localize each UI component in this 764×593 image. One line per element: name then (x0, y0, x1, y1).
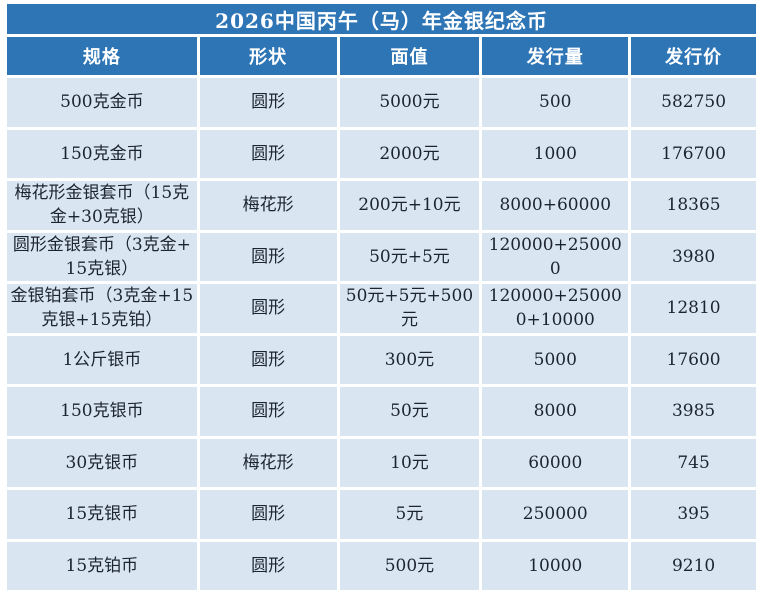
table-cell-r4-c4: 120000+250000 (482, 232, 629, 281)
table-cell-r8-c2: 梅花形 (199, 438, 337, 487)
table-cell-r8-c3: 10元 (339, 438, 480, 487)
column-header-issue-price: 发行价 (631, 37, 756, 75)
table-cell-r5-c3: 50元+5元+500元 (339, 284, 480, 333)
table-cell-r10-c1: 15克铂币 (7, 541, 197, 590)
table-cell-r3-c5: 18365 (631, 181, 756, 230)
table-cell-r3-c3: 200元+10元 (339, 181, 480, 230)
table-cell-r9-c5: 395 (631, 490, 756, 539)
table-grid: 2026中国丙午（马）年金银纪念币 规格 形状 面值 发行量 发行价 500克金… (7, 4, 756, 590)
table-cell-r5-c1: 金银铂套币（3克金+15克银+15克铂） (7, 284, 197, 333)
table-cell-r5-c2: 圆形 (199, 284, 337, 333)
table-cell-r3-c4: 8000+60000 (482, 181, 629, 230)
table-cell-r3-c1: 梅花形金银套币（15克金+30克银） (7, 181, 197, 230)
table-cell-r8-c1: 30克银币 (7, 438, 197, 487)
table-cell-r4-c1: 圆形金银套币（3克金+15克银） (7, 232, 197, 281)
table-cell-r8-c5: 745 (631, 438, 756, 487)
table-cell-r10-c3: 500元 (339, 541, 480, 590)
table-cell-r7-c1: 150克银币 (7, 387, 197, 436)
table-cell-r4-c2: 圆形 (199, 232, 337, 281)
table-cell-r6-c2: 圆形 (199, 335, 337, 384)
table-title: 2026中国丙午（马）年金银纪念币 (7, 4, 756, 34)
table-cell-r7-c2: 圆形 (199, 387, 337, 436)
coin-table: 2026中国丙午（马）年金银纪念币 规格 形状 面值 发行量 发行价 500克金… (7, 4, 756, 590)
table-cell-r10-c2: 圆形 (199, 541, 337, 590)
table-cell-r9-c1: 15克银币 (7, 490, 197, 539)
table-cell-r1-c1: 500克金币 (7, 78, 197, 127)
table-cell-r6-c3: 300元 (339, 335, 480, 384)
table-cell-r2-c4: 1000 (482, 129, 629, 178)
table-cell-r1-c3: 5000元 (339, 78, 480, 127)
table-cell-r1-c5: 582750 (631, 78, 756, 127)
table-cell-r7-c4: 8000 (482, 387, 629, 436)
table-cell-r7-c5: 3985 (631, 387, 756, 436)
table-cell-r7-c3: 50元 (339, 387, 480, 436)
table-cell-r1-c4: 500 (482, 78, 629, 127)
table-cell-r2-c2: 圆形 (199, 129, 337, 178)
table-cell-r8-c4: 60000 (482, 438, 629, 487)
table-cell-r2-c1: 150克金币 (7, 129, 197, 178)
column-header-spec: 规格 (7, 37, 197, 75)
column-header-face-value: 面值 (339, 37, 480, 75)
column-header-mintage: 发行量 (482, 37, 629, 75)
table-cell-r6-c4: 5000 (482, 335, 629, 384)
table-cell-r9-c2: 圆形 (199, 490, 337, 539)
table-cell-r6-c1: 1公斤银币 (7, 335, 197, 384)
table-cell-r9-c4: 250000 (482, 490, 629, 539)
table-cell-r5-c4: 120000+250000+10000 (482, 284, 629, 333)
table-cell-r1-c2: 圆形 (199, 78, 337, 127)
table-cell-r9-c3: 5元 (339, 490, 480, 539)
column-header-shape: 形状 (199, 37, 337, 75)
table-cell-r10-c5: 9210 (631, 541, 756, 590)
table-cell-r6-c5: 17600 (631, 335, 756, 384)
table-cell-r5-c5: 12810 (631, 284, 756, 333)
table-cell-r4-c5: 3980 (631, 232, 756, 281)
table-cell-r2-c5: 176700 (631, 129, 756, 178)
table-cell-r3-c2: 梅花形 (199, 181, 337, 230)
table-cell-r10-c4: 10000 (482, 541, 629, 590)
table-cell-r2-c3: 2000元 (339, 129, 480, 178)
table-cell-r4-c3: 50元+5元 (339, 232, 480, 281)
